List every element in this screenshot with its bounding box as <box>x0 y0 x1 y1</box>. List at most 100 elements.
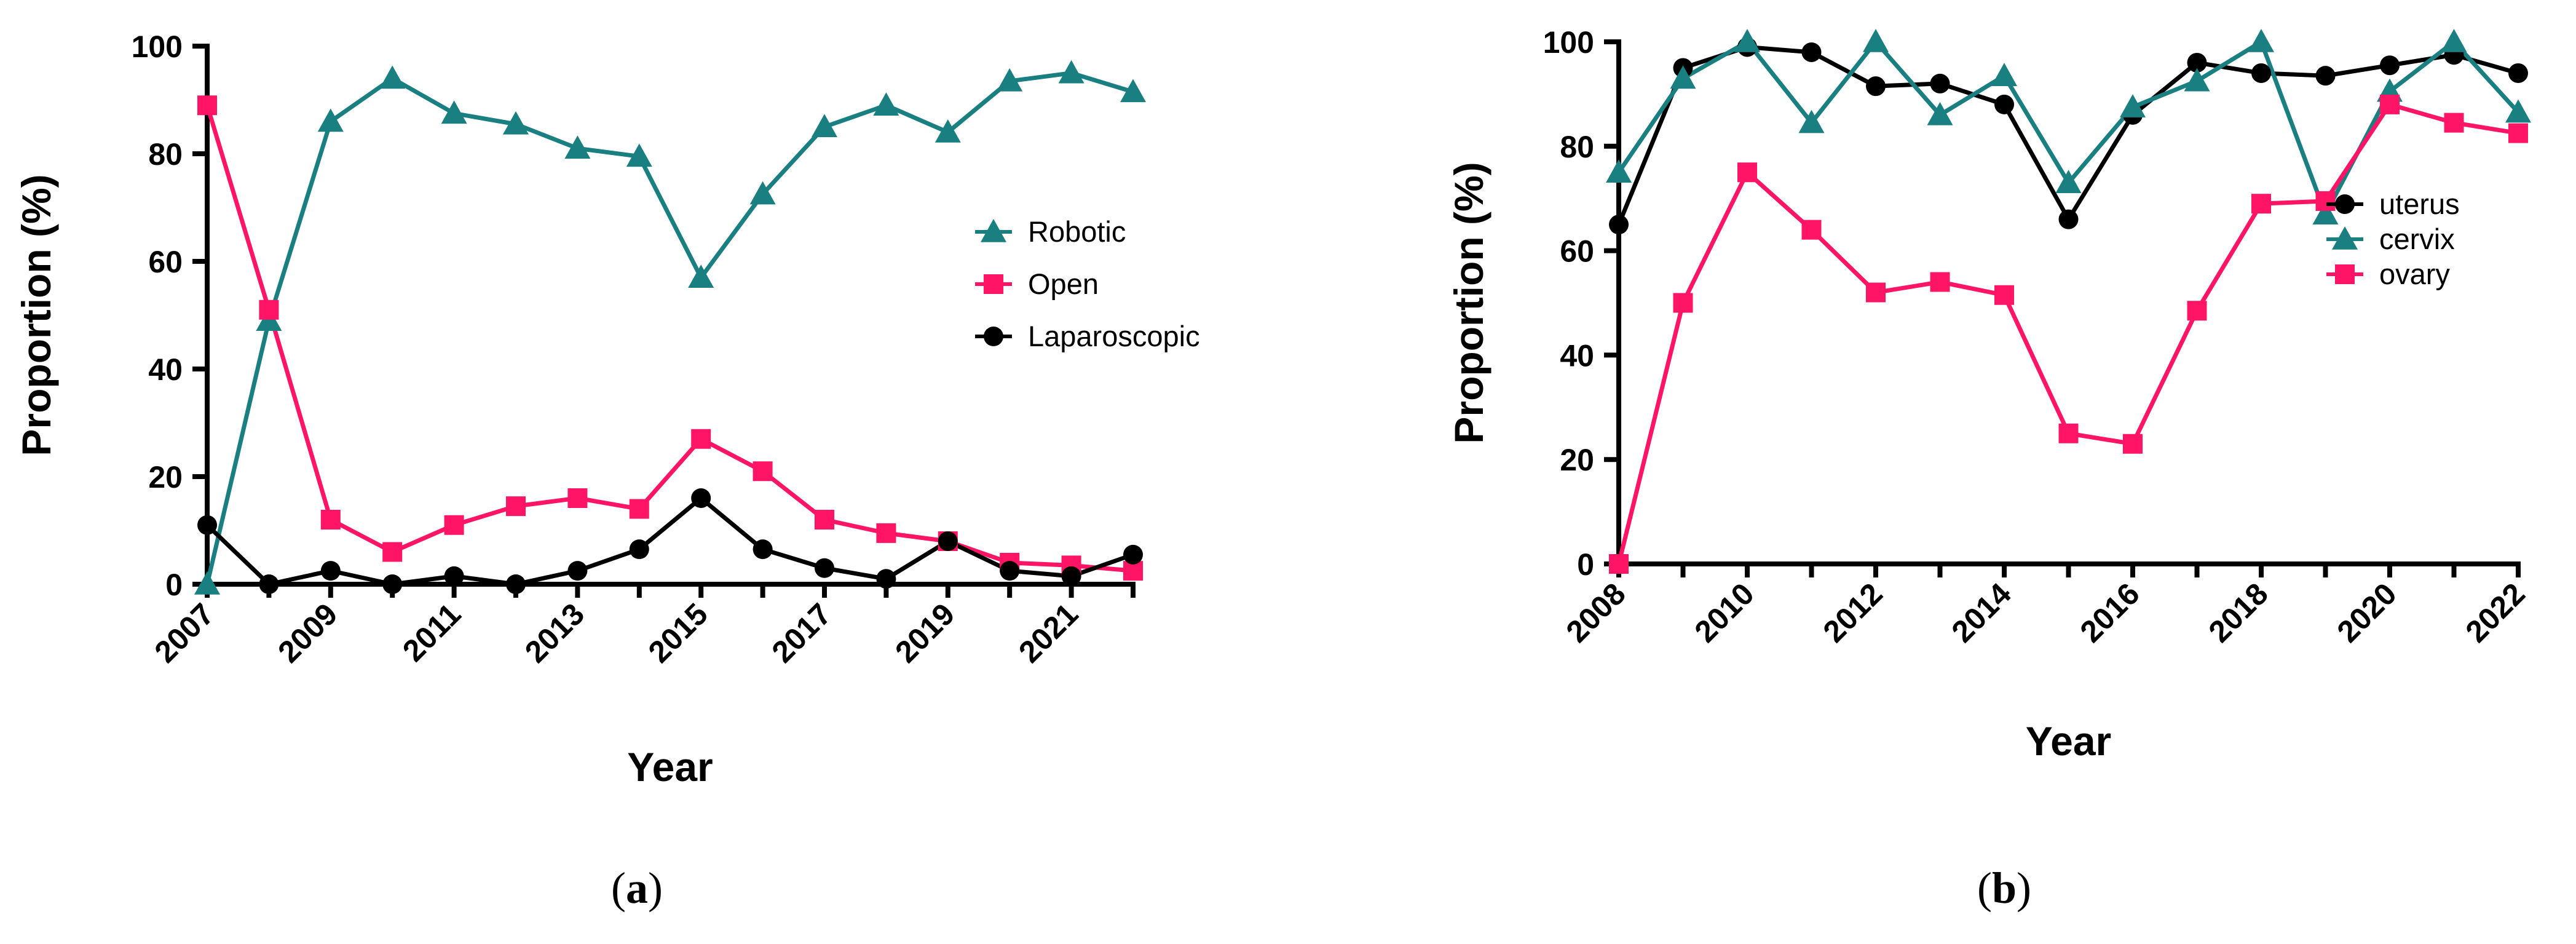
panel-a-laparoscopic-point <box>197 515 217 535</box>
panel-a-laparoscopic-point <box>1000 561 1020 581</box>
panel-b-x-tick-label: 2014 <box>1945 576 2018 649</box>
panel-a-robotic-line <box>205 71 1134 585</box>
panel-a-robotic-markers <box>194 60 1146 595</box>
panel-b-cervix-point <box>2441 29 2467 52</box>
panel-b-cervix-point <box>2055 170 2082 194</box>
panel-a-x-tick-label: 2013 <box>518 597 591 669</box>
panel-b-cervix-point <box>1798 109 1825 133</box>
panel-a-robotic-point <box>317 108 344 132</box>
panel-a-open-line <box>205 105 1134 573</box>
panel-a-robotic-point <box>441 100 467 124</box>
panel-a-open-point <box>567 488 588 508</box>
panel-a-legend: Robotic Open Laparoscopic <box>975 215 1200 352</box>
panel-b-y-tick-label: 40 <box>1560 338 1594 373</box>
panel-a-open-point <box>506 496 526 517</box>
panel-a-series-open <box>205 105 1134 573</box>
panel-b-legend-marker <box>2335 194 2355 214</box>
panel-b-ovary-point <box>2187 301 2207 321</box>
panel-a-laparoscopic-point <box>876 569 896 589</box>
panel-b-legend-label: uterus <box>2379 188 2460 220</box>
panel-b-legend-marker <box>2332 226 2358 250</box>
panel-a-x-axis-title: Year <box>627 744 713 790</box>
panel-a-laparoscopic-point <box>629 539 649 560</box>
panel-b-y-tick-label: 20 <box>1560 443 1594 477</box>
panel-b-cervix-point <box>1991 63 2017 86</box>
panel-b: 0 20 40 60 80 100 2008 2010 2012 2014 2016 2018 2020… <box>1446 25 2532 913</box>
panel-b-label: (b) <box>1977 863 2031 913</box>
panel-b-ovary-point <box>1801 220 1822 240</box>
panel-a-open-point <box>382 542 403 562</box>
panel-b-cervix-point <box>1927 101 1953 125</box>
panel-b-cervix-markers <box>1606 29 2531 224</box>
panel-a-open-point <box>629 499 649 519</box>
panel-a-robotic-point <box>997 68 1023 92</box>
panel-a-open-markers <box>197 95 1143 581</box>
panel-a-legend-marker <box>981 219 1006 242</box>
panel-a-label: (a) <box>611 863 663 913</box>
panel-a-laparoscopic-point <box>1123 544 1143 565</box>
panel-a-robotic-point <box>1058 60 1085 84</box>
panel-b-ovary-markers <box>1609 94 2528 574</box>
panel-b-ovary-point <box>1866 282 1886 303</box>
panel-b-x-axis-title: Year <box>2026 718 2111 764</box>
panel-a-open-point <box>876 523 896 543</box>
panel-a-x-tick-label: 2009 <box>271 597 344 669</box>
panel-a-open-point <box>753 461 773 482</box>
panel-b-cervix-point <box>1734 29 1760 52</box>
panel-a-open-point <box>259 299 279 320</box>
panel-b-ovary-point <box>2315 191 2336 211</box>
panel-b-uterus-point <box>2187 52 2207 73</box>
panel-a-laparoscopic-markers <box>197 488 1143 594</box>
panel-a-x-tick-label: 2021 <box>1012 597 1085 669</box>
panel-b-uterus-point <box>1866 76 1886 97</box>
panel-a-laparoscopic-line <box>205 496 1134 587</box>
panel-a-open-point <box>197 95 217 116</box>
panel-b-uterus-point <box>2251 63 2271 83</box>
panel-b-legend-marker <box>2335 264 2355 284</box>
panel-b-x-tick-label: 2012 <box>1817 576 1889 649</box>
panel-b-ovary-point <box>2444 113 2464 133</box>
panel-b-uterus-point <box>2315 66 2336 86</box>
panel-a-laparoscopic-point <box>567 561 588 581</box>
panel-a-open-point <box>444 515 464 535</box>
panel-b-x-tick-label: 2008 <box>1560 576 1632 649</box>
panel-b-y-tick-label: 0 <box>1577 547 1594 582</box>
panel-b-cervix-point <box>1863 29 1889 52</box>
panel-b-ovary-point <box>1737 162 1757 183</box>
panel-a-laparoscopic-point <box>938 531 958 551</box>
panel-a-robotic-point <box>379 65 406 89</box>
panel-a-legend-label: Robotic <box>1028 215 1126 248</box>
panel-b-uterus-point <box>2508 63 2528 83</box>
panel-b-cervix-point <box>1606 159 1632 183</box>
panel-a-laparoscopic-point <box>815 558 834 578</box>
panel-a-x-tick-label: 2017 <box>765 597 838 669</box>
panel-a-robotic-point <box>1120 79 1146 103</box>
panel-b-x-tick-label: 2020 <box>2331 576 2403 649</box>
panel-b-ovary-point <box>2058 423 2079 443</box>
panel-b-ovary-point <box>2508 123 2528 143</box>
panel-a-robotic-point <box>934 119 961 143</box>
panel-a-laparoscopic-point <box>382 574 403 594</box>
panel-b-legend-label: ovary <box>2379 258 2450 290</box>
panel-b-ovary-point <box>1673 293 1693 313</box>
panel-b-ovary-point <box>2123 434 2143 454</box>
panel-b-x-tick-label: 2022 <box>2459 576 2532 649</box>
panel-b-label-letter: b <box>1992 863 2017 913</box>
panel-a-y-tick-label: 0 <box>165 568 183 602</box>
panel-a-series-robotic <box>205 71 1134 585</box>
panel-a-robotic-point <box>626 143 652 167</box>
panel-a: 0 20 40 60 80 100 2007 2009 2011 2013 2015 2017 2019… <box>14 30 1200 913</box>
panel-a-robotic-point <box>564 135 591 159</box>
panel-b-cervix-point <box>2312 201 2339 224</box>
panel-b-uterus-point <box>1930 73 1950 93</box>
panel-b-ovary-point <box>1930 272 1950 292</box>
panel-b-ovary-point <box>2380 94 2400 114</box>
panel-a-robotic-point <box>749 181 776 205</box>
panel-a-series-laparoscopic <box>205 496 1134 587</box>
panel-b-x-tick-label: 2018 <box>2202 576 2275 649</box>
panel-b-cervix-point <box>2120 94 2146 117</box>
panel-a-y-tick-label: 80 <box>148 137 183 172</box>
panel-b-legend-label: cervix <box>2379 223 2455 255</box>
